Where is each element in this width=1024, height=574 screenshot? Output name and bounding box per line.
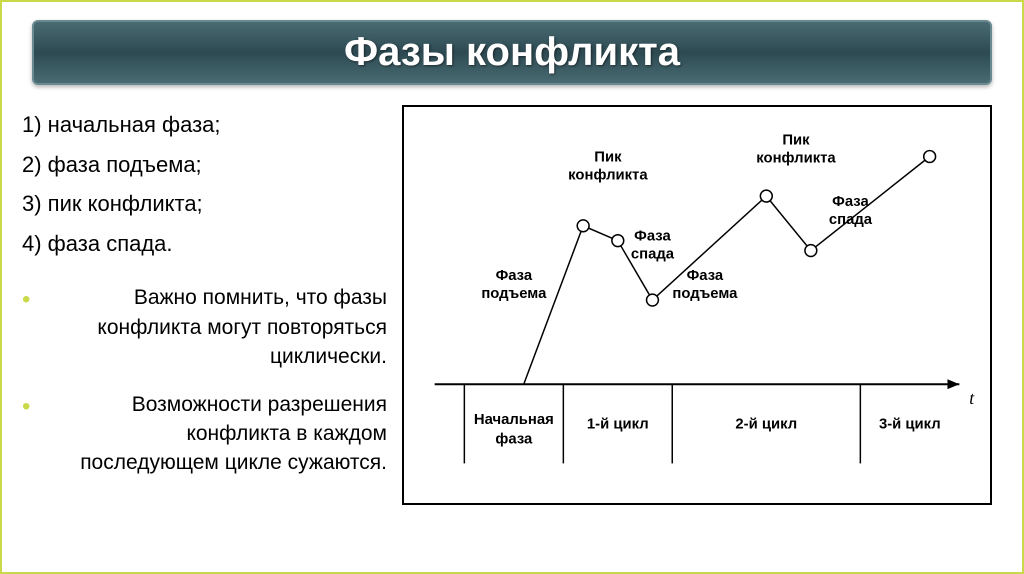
content-area: 1) начальная фаза; 2) фаза подъема; 3) п… [2,95,1022,515]
title-bar: Фазы конфликта [32,20,992,85]
svg-text:фаза: фаза [495,432,533,448]
svg-text:конфликта: конфликта [756,150,836,166]
conflict-phases-chart: tПикконфликтаПикконфликтаФазаподъемаФаза… [402,105,992,505]
svg-text:подъема: подъема [672,286,738,302]
phase-item: 1) начальная фаза; [22,105,387,145]
svg-text:Фаза: Фаза [687,268,724,284]
svg-text:конфликта: конфликта [568,167,648,183]
page-title: Фазы конфликта [34,30,990,75]
svg-text:спада: спада [631,246,675,262]
phase-item: 2) фаза подъема; [22,145,387,185]
svg-text:Фаза: Фаза [634,229,671,245]
svg-text:Пик: Пик [594,149,622,165]
svg-text:1-й цикл: 1-й цикл [587,417,649,433]
bullet-item: Важно помнить, что фазы конфликта могут … [22,283,387,371]
bullet-list: Важно помнить, что фазы конфликта могут … [22,283,387,477]
svg-text:t: t [969,388,975,408]
left-column: 1) начальная фаза; 2) фаза подъема; 3) п… [22,105,402,505]
bullet-item: Возможности разрешения конфликта в каждо… [22,390,387,478]
phase-item: 3) пик конфликта; [22,184,387,224]
svg-text:2-й цикл: 2-й цикл [735,417,797,433]
svg-text:подъема: подъема [481,286,547,302]
svg-text:Пик: Пик [782,133,810,149]
svg-text:Фаза: Фаза [496,268,533,284]
svg-text:спада: спада [829,212,873,228]
svg-text:3-й цикл: 3-й цикл [879,417,941,433]
svg-text:Фаза: Фаза [832,194,869,210]
phase-list: 1) начальная фаза; 2) фаза подъема; 3) п… [22,105,387,263]
chart-svg: tПикконфликтаПикконфликтаФазаподъемаФаза… [404,107,990,503]
svg-text:Начальная: Начальная [474,412,554,428]
phase-item: 4) фаза спада. [22,224,387,264]
